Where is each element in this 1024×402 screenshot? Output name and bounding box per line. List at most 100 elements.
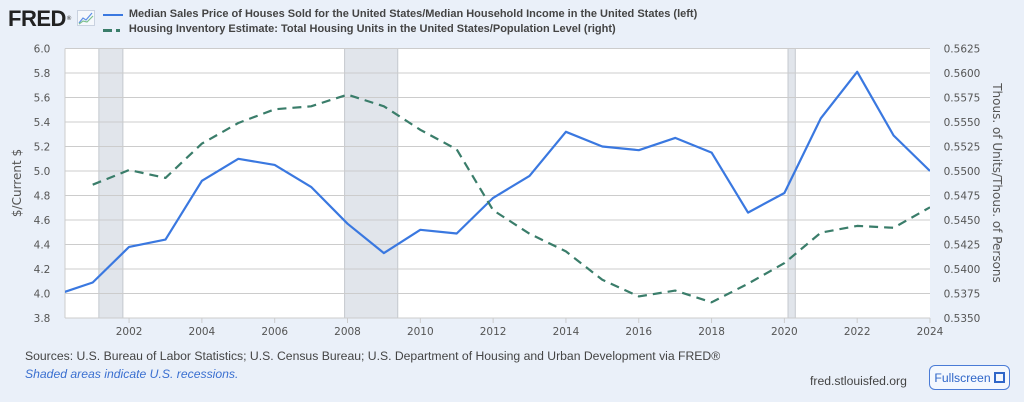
data-point <box>417 227 423 233</box>
data-point <box>162 175 168 181</box>
data-point <box>854 69 860 75</box>
dashed-line-swatch <box>102 25 123 35</box>
fred-url[interactable]: fred.stlouisfed.org <box>810 374 907 388</box>
y-tick-label-left: 4.0 <box>34 289 51 301</box>
data-point <box>381 250 387 256</box>
data-point <box>90 182 96 188</box>
data-point <box>345 92 351 98</box>
data-point <box>709 299 715 305</box>
data-point <box>745 281 751 287</box>
recession-band <box>98 48 123 318</box>
data-point <box>709 150 715 156</box>
x-tick-label: 2010 <box>407 326 434 338</box>
data-point <box>599 144 605 150</box>
series-line-sales-price-ratio <box>65 70 930 293</box>
y-tick-label-left: 3.8 <box>34 313 51 325</box>
data-point <box>272 162 278 168</box>
y-tick-label-right: 0.5375 <box>944 289 981 301</box>
data-point <box>454 146 460 152</box>
data-point <box>854 223 860 229</box>
data-point <box>235 120 241 126</box>
fred-logo[interactable]: FRED® <box>8 6 71 32</box>
data-point <box>891 225 897 231</box>
chart-header: FRED® Median Sales Price of Houses Sold … <box>8 4 697 38</box>
data-point <box>745 210 751 216</box>
x-tick-label: 2004 <box>189 326 216 338</box>
y-tick-label-right: 0.5350 <box>944 313 981 325</box>
x-tick-label: 2024 <box>917 326 944 338</box>
expand-icon <box>993 372 1005 383</box>
data-point <box>162 237 168 243</box>
data-point <box>672 135 678 141</box>
series-lines <box>53 69 933 305</box>
data-point <box>927 168 933 174</box>
line-chart-icon <box>76 10 95 26</box>
legend-label: Median Sales Price of Houses Sold for th… <box>128 8 698 20</box>
data-point <box>345 221 351 227</box>
y-tick-label-left: 5.8 <box>34 68 51 80</box>
recession-band <box>788 48 796 318</box>
data-point <box>672 288 678 294</box>
data-point <box>417 127 423 133</box>
y-tick-label-right: 0.5600 <box>944 68 981 80</box>
x-tick-label: 2006 <box>261 326 288 338</box>
y-tick-label-left: 6.0 <box>34 44 51 56</box>
x-tick-label: 2022 <box>844 326 871 338</box>
data-point <box>927 204 933 210</box>
data-point <box>527 173 533 179</box>
data-point <box>235 156 241 162</box>
data-point <box>199 141 205 147</box>
data-point <box>490 195 496 201</box>
data-point <box>454 230 460 236</box>
x-tick-label: 2016 <box>625 326 652 338</box>
y-tick-label-right: 0.5425 <box>944 240 981 252</box>
plot-area[interactable] <box>65 48 930 319</box>
x-tick-label: 2012 <box>480 326 507 338</box>
y-tick-label-right: 0.5525 <box>944 142 981 154</box>
data-point <box>527 231 533 237</box>
x-tick-label: 2008 <box>334 326 361 338</box>
y-tick-label-left: 5.0 <box>34 166 51 178</box>
sources-text: Sources: U.S. Bureau of Labor Statistics… <box>25 349 721 363</box>
y-tick-label-left: 4.2 <box>34 264 51 276</box>
y-tick-label-right: 0.5550 <box>944 117 981 129</box>
y-tick-label-left: 4.6 <box>34 215 51 227</box>
legend-item-housing-units-ratio[interactable]: Housing Inventory Estimate: Total Housin… <box>102 22 697 37</box>
fullscreen-button[interactable]: Fullscreen <box>929 365 1010 390</box>
y-tick-label-right: 0.5575 <box>944 93 981 105</box>
data-point <box>891 132 897 138</box>
y-axis-title-left: $/Current $ <box>10 149 24 217</box>
data-point <box>308 184 314 190</box>
legend-label: Housing Inventory Estimate: Total Housin… <box>128 23 616 35</box>
y-tick-label-right: 0.5500 <box>944 166 981 178</box>
data-point <box>818 230 824 236</box>
data-point <box>781 190 787 196</box>
logo-text: FRED <box>8 6 66 31</box>
y-tick-label-left: 4.8 <box>34 191 51 203</box>
logo-registered-mark: ® <box>66 16 71 22</box>
y-tick-label-right: 0.5450 <box>944 215 981 227</box>
y-tick-label-right: 0.5400 <box>944 264 981 276</box>
data-point <box>818 115 824 121</box>
x-tick-label: 2018 <box>698 326 725 338</box>
x-tick-label: 2020 <box>771 326 798 338</box>
legend: Median Sales Price of Houses Sold for th… <box>102 7 698 37</box>
data-point <box>308 103 314 109</box>
data-point <box>781 260 787 266</box>
y-tick-label-right: 0.5625 <box>944 44 981 56</box>
y-tick-label-left: 5.4 <box>34 117 51 129</box>
y-tick-label-right: 0.5475 <box>944 191 981 203</box>
y-tick-label-left: 5.6 <box>34 93 51 105</box>
data-point <box>53 292 59 298</box>
x-tick-label: 2002 <box>116 326 143 338</box>
data-point <box>272 106 278 112</box>
fullscreen-label: Fullscreen <box>934 370 991 385</box>
data-point <box>381 103 387 109</box>
data-point <box>636 293 642 299</box>
data-point <box>126 244 132 250</box>
y-axis-title-right: Thous. of Units/Thous. of Persons <box>990 82 1004 283</box>
recession-band <box>344 48 398 318</box>
data-point <box>563 248 569 254</box>
legend-item-sales-price-ratio[interactable]: Median Sales Price of Houses Sold for th… <box>102 7 698 22</box>
x-tick-label: 2014 <box>553 326 580 338</box>
